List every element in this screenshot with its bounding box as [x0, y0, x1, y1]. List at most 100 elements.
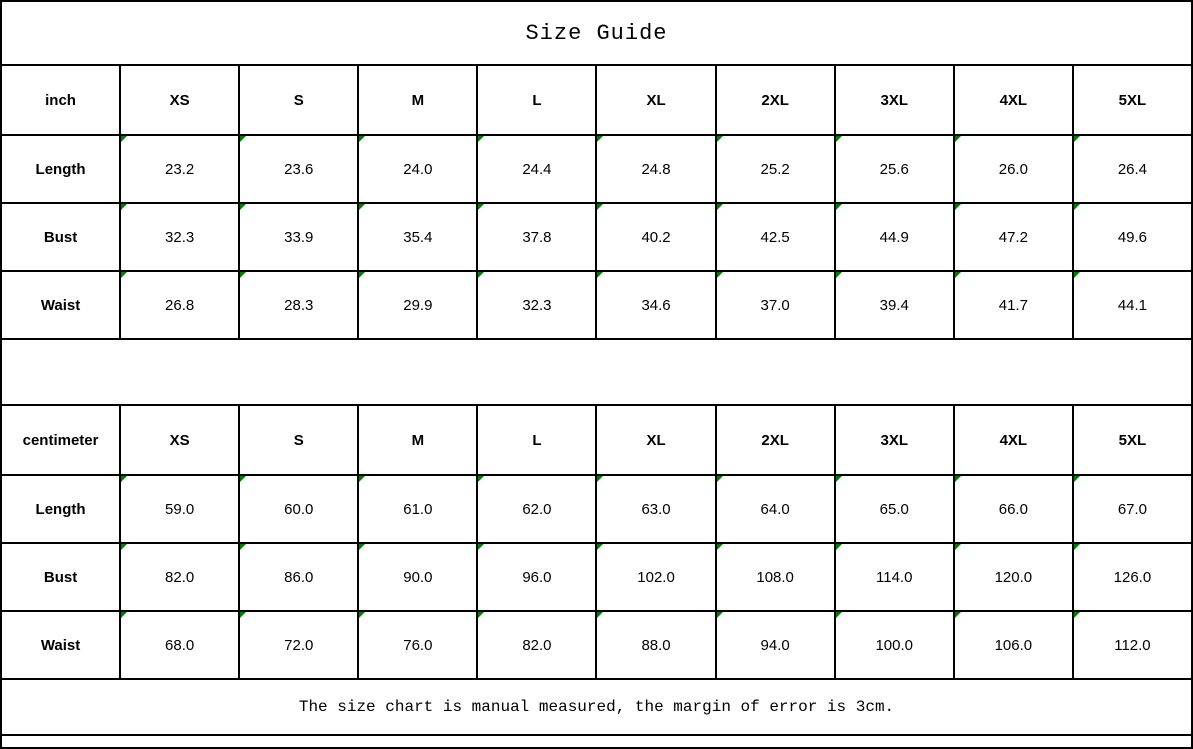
cell-corner-marker-icon: [835, 612, 842, 618]
size-header-cell: XS: [121, 66, 239, 134]
cell-corner-marker-icon: [1073, 476, 1080, 482]
cell-corner-marker-icon: [121, 272, 128, 278]
cell-corner-marker-icon: [716, 544, 723, 550]
cell-corner-marker-icon: [954, 204, 961, 210]
value-cell: 32.3: [478, 272, 596, 338]
size-header-cell: 4XL: [954, 66, 1072, 134]
cell-corner-marker-icon: [954, 544, 961, 550]
cell-corner-marker-icon: [359, 272, 366, 278]
cell-corner-marker-icon: [1073, 544, 1080, 550]
value-cell: 42.5: [716, 204, 834, 270]
value-cell: 26.4: [1073, 136, 1191, 202]
size-header-cell: 5XL: [1073, 66, 1191, 134]
value-cell: 44.1: [1073, 272, 1191, 338]
cell-corner-marker-icon: [359, 544, 366, 550]
cell-corner-marker-icon: [240, 204, 247, 210]
value-cell: 24.0: [359, 136, 477, 202]
value-cell: 76.0: [359, 612, 477, 678]
measure-label-cell: Waist: [2, 272, 120, 338]
measure-label-cell: Length: [2, 136, 120, 202]
value-cell: 94.0: [716, 612, 834, 678]
value-cell: 67.0: [1073, 476, 1191, 542]
value-cell: 44.9: [835, 204, 953, 270]
value-cell: 29.9: [359, 272, 477, 338]
measure-label-cell: Waist: [2, 612, 120, 678]
size-header-cell: 2XL: [716, 406, 834, 474]
cell-corner-marker-icon: [954, 612, 961, 618]
cell-corner-marker-icon: [240, 272, 247, 278]
spacer-row: [2, 340, 1191, 404]
value-cell: 32.3: [121, 204, 239, 270]
value-cell: 59.0: [121, 476, 239, 542]
unit-header-cell: inch: [2, 66, 120, 134]
cell-corner-marker-icon: [1073, 204, 1080, 210]
value-cell: 112.0: [1073, 612, 1191, 678]
value-cell: 72.0: [240, 612, 358, 678]
value-cell: 102.0: [597, 544, 715, 610]
size-header-cell: 4XL: [954, 406, 1072, 474]
value-cell: 47.2: [954, 204, 1072, 270]
value-cell: 88.0: [597, 612, 715, 678]
value-cell: 66.0: [954, 476, 1072, 542]
cell-corner-marker-icon: [716, 612, 723, 618]
cell-corner-marker-icon: [121, 612, 128, 618]
size-header-cell: M: [359, 66, 477, 134]
value-cell: 40.2: [597, 204, 715, 270]
value-cell: 63.0: [597, 476, 715, 542]
value-cell: 37.8: [478, 204, 596, 270]
cell-corner-marker-icon: [478, 476, 485, 482]
cell-corner-marker-icon: [835, 476, 842, 482]
size-header-cell: XL: [597, 406, 715, 474]
unit-header-cell: centimeter: [2, 406, 120, 474]
cell-corner-marker-icon: [478, 272, 485, 278]
value-cell: 106.0: [954, 612, 1072, 678]
cell-corner-marker-icon: [1073, 272, 1080, 278]
cell-corner-marker-icon: [835, 204, 842, 210]
cell-corner-marker-icon: [954, 272, 961, 278]
value-cell: 24.8: [597, 136, 715, 202]
measure-label-cell: Bust: [2, 204, 120, 270]
size-header-cell: 3XL: [835, 66, 953, 134]
size-header-cell: XL: [597, 66, 715, 134]
value-cell: 64.0: [716, 476, 834, 542]
cell-corner-marker-icon: [835, 136, 842, 142]
measure-label-cell: Length: [2, 476, 120, 542]
cell-corner-marker-icon: [597, 476, 604, 482]
cell-corner-marker-icon: [597, 204, 604, 210]
size-header-cell: S: [240, 66, 358, 134]
value-cell: 34.6: [597, 272, 715, 338]
value-cell: 23.2: [121, 136, 239, 202]
cell-corner-marker-icon: [954, 476, 961, 482]
cell-corner-marker-icon: [835, 544, 842, 550]
cell-corner-marker-icon: [716, 136, 723, 142]
cell-corner-marker-icon: [716, 476, 723, 482]
value-cell: 24.4: [478, 136, 596, 202]
value-cell: 26.8: [121, 272, 239, 338]
cell-corner-marker-icon: [478, 544, 485, 550]
cell-corner-marker-icon: [1073, 136, 1080, 142]
measure-label-cell: Bust: [2, 544, 120, 610]
size-header-cell: S: [240, 406, 358, 474]
cell-corner-marker-icon: [359, 476, 366, 482]
value-cell: 28.3: [240, 272, 358, 338]
value-cell: 90.0: [359, 544, 477, 610]
value-cell: 60.0: [240, 476, 358, 542]
value-cell: 62.0: [478, 476, 596, 542]
size-header-cell: XS: [121, 406, 239, 474]
cell-corner-marker-icon: [240, 476, 247, 482]
value-cell: 82.0: [121, 544, 239, 610]
value-cell: 41.7: [954, 272, 1072, 338]
page-title: Size Guide: [2, 2, 1191, 64]
value-cell: 68.0: [121, 612, 239, 678]
cell-corner-marker-icon: [121, 544, 128, 550]
cell-corner-marker-icon: [716, 204, 723, 210]
value-cell: 61.0: [359, 476, 477, 542]
cell-corner-marker-icon: [240, 136, 247, 142]
cell-corner-marker-icon: [240, 612, 247, 618]
size-header-cell: L: [478, 66, 596, 134]
cell-corner-marker-icon: [121, 204, 128, 210]
value-cell: 39.4: [835, 272, 953, 338]
value-cell: 120.0: [954, 544, 1072, 610]
value-cell: 96.0: [478, 544, 596, 610]
